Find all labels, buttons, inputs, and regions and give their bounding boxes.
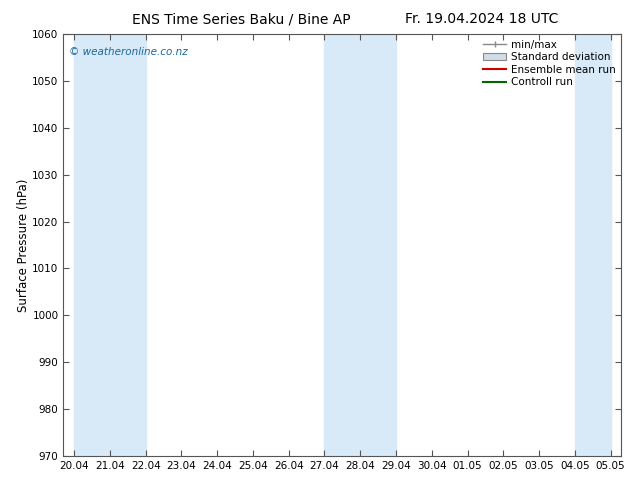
Bar <box>74 34 146 456</box>
Text: Fr. 19.04.2024 18 UTC: Fr. 19.04.2024 18 UTC <box>405 12 559 26</box>
Legend: min/max, Standard deviation, Ensemble mean run, Controll run: min/max, Standard deviation, Ensemble me… <box>483 40 616 87</box>
Bar <box>575 34 611 456</box>
Y-axis label: Surface Pressure (hPa): Surface Pressure (hPa) <box>16 178 30 312</box>
Text: ENS Time Series Baku / Bine AP: ENS Time Series Baku / Bine AP <box>132 12 350 26</box>
Bar <box>325 34 396 456</box>
Text: © weatheronline.co.nz: © weatheronline.co.nz <box>69 47 188 57</box>
